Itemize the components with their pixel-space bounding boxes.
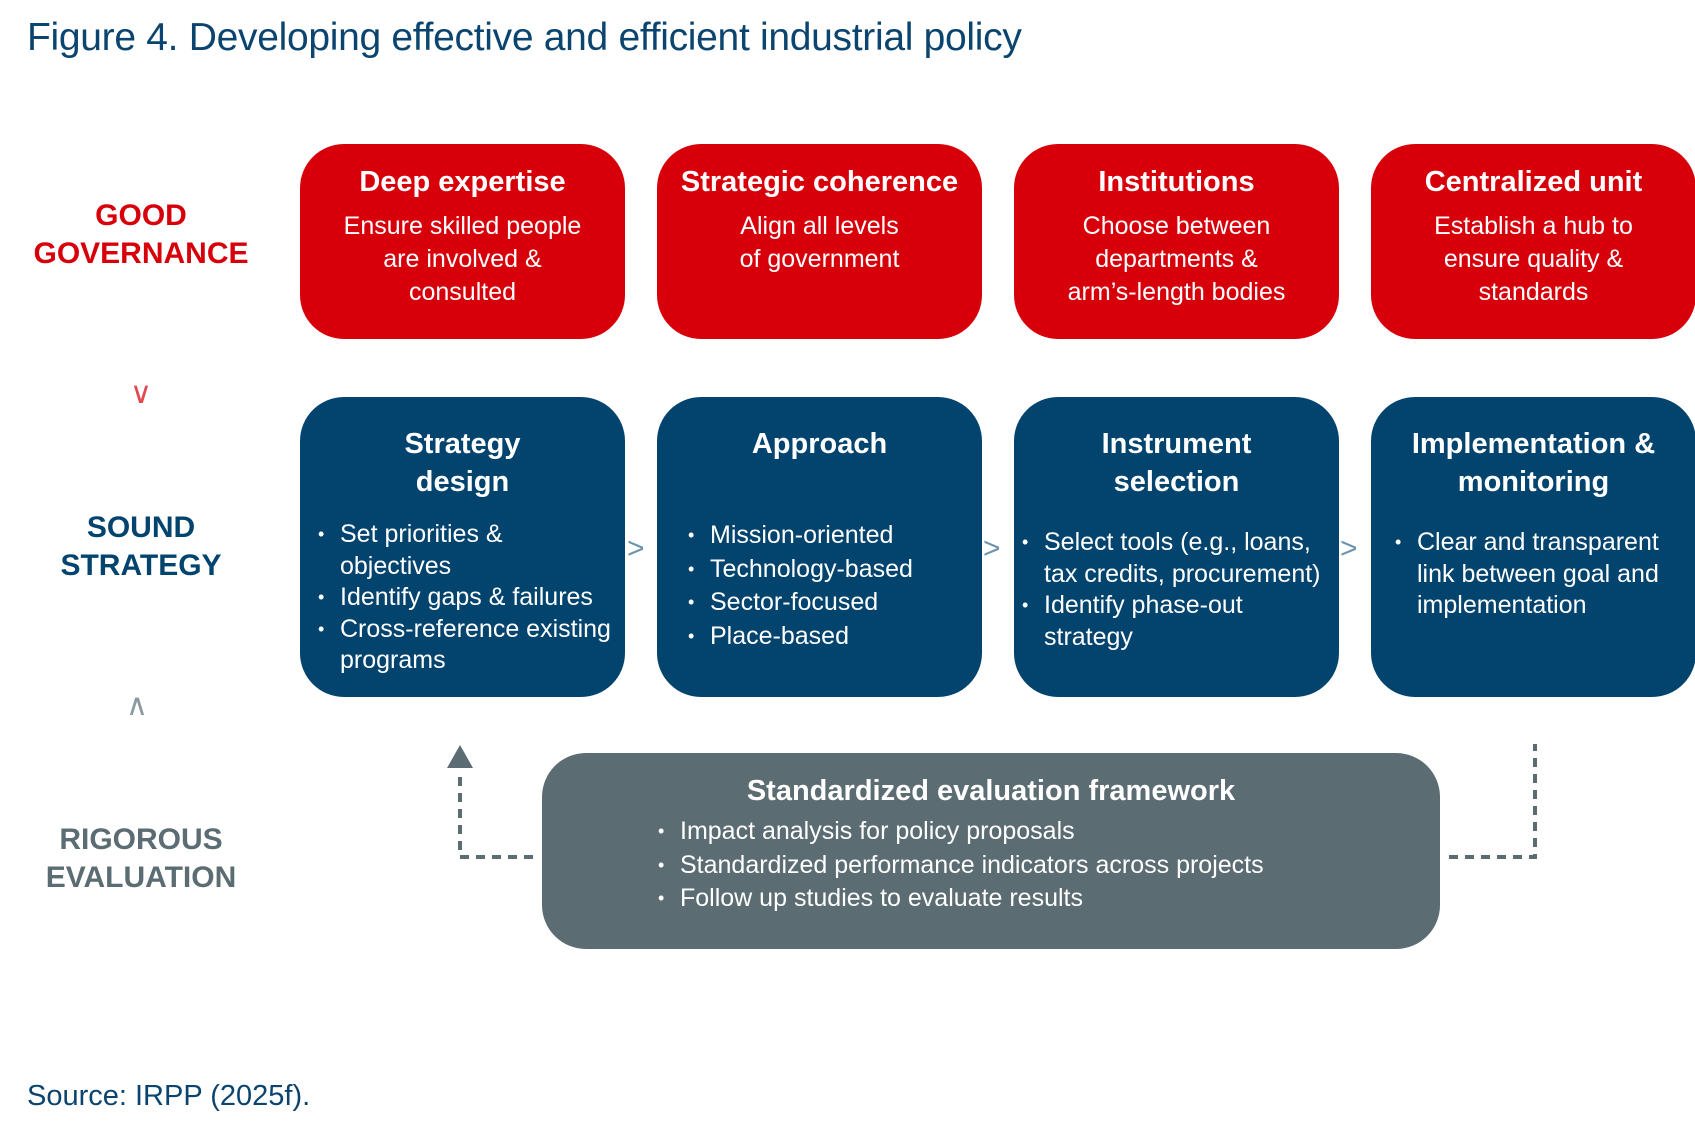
- row-label-good-governance: GOOD GOVERNANCE: [11, 197, 271, 273]
- box-title: Instrument: [1101, 428, 1252, 460]
- box-text: departments &: [1095, 245, 1258, 273]
- strategy-box-instrument-selection: Instrument selection Select tools (e.g., …: [1014, 397, 1339, 697]
- bullet-item: Identify phase-out strategy: [1022, 590, 1331, 653]
- source-note: Source: IRPP (2025f).: [27, 1080, 311, 1112]
- box-title: selection: [1113, 466, 1240, 498]
- box-title: Standardized evaluation framework: [746, 775, 1236, 807]
- chevron-down-icon: ∨: [130, 377, 152, 410]
- chevron-right-icon: >: [983, 532, 1001, 565]
- box-text: consulted: [408, 278, 517, 306]
- bullet-item: Impact analysis for policy proposals: [658, 815, 1440, 849]
- row-label-line: SOUND: [86, 511, 196, 544]
- bullet-item: Technology-based: [688, 553, 982, 587]
- box-text: ensure quality &: [1443, 245, 1624, 273]
- bullet-item: Identify gaps & failures: [318, 582, 611, 614]
- row-label-line: GOVERNANCE: [33, 237, 249, 270]
- bullet-item: Select tools (e.g., loans, tax credits, …: [1022, 527, 1331, 590]
- box-text: arm’s-length bodies: [1067, 278, 1286, 306]
- row-label-line: RIGOROUS: [59, 823, 223, 856]
- row-label-line: STRATEGY: [60, 549, 222, 582]
- bullet-item: Set priorities & objectives: [318, 519, 611, 582]
- box-text: are involved &: [383, 245, 542, 273]
- box-title: Institutions: [1098, 166, 1255, 198]
- box-text: Align all levels: [740, 212, 899, 240]
- box-title: Deep expertise: [359, 166, 566, 198]
- box-text: Choose between: [1082, 212, 1271, 240]
- dashed-connector-right: [1449, 744, 1537, 859]
- evaluation-box: Standardized evaluation framework Impact…: [542, 753, 1440, 949]
- governance-box-deep-expertise: Deep expertise Ensure skilled people are …: [300, 144, 625, 339]
- bullet-item: Place-based: [688, 620, 982, 654]
- box-text: standards: [1478, 278, 1589, 306]
- box-title: monitoring: [1457, 466, 1610, 498]
- row-label-rigorous-evaluation: RIGOROUS EVALUATION: [11, 821, 271, 897]
- strategy-box-approach: Approach Mission-oriented Technology-bas…: [657, 397, 982, 697]
- bullet-item: Standardized performance indicators acro…: [658, 849, 1440, 883]
- box-title: Strategy: [404, 428, 521, 460]
- box-text: of government: [739, 245, 900, 273]
- chevron-right-icon: >: [627, 532, 645, 565]
- governance-box-institutions: Institutions Choose between departments &…: [1014, 144, 1339, 339]
- figure-title: Figure 4. Developing effective and effic…: [27, 16, 1022, 59]
- box-title: Centralized unit: [1424, 166, 1643, 198]
- box-text: Ensure skilled people: [343, 212, 582, 240]
- bullet-item: Mission-oriented: [688, 519, 982, 553]
- row-label-line: GOOD: [95, 199, 187, 232]
- box-title: Approach: [751, 428, 888, 460]
- box-title: Strategic coherence: [680, 166, 959, 198]
- box-title: Implementation &: [1411, 428, 1656, 460]
- governance-box-strategic-coherence: Strategic coherence Align all levels of g…: [657, 144, 982, 339]
- box-title: design: [415, 466, 510, 498]
- chevron-up-icon: ∧: [126, 689, 148, 722]
- strategy-box-strategy-design: Strategy design Set priorities & objectiv…: [300, 397, 625, 697]
- bullet-item: Clear and transparent link between goal …: [1395, 527, 1680, 622]
- box-text: Establish a hub to: [1434, 212, 1633, 240]
- chevron-right-icon: >: [1340, 532, 1358, 565]
- bullet-item: Sector-focused: [688, 586, 982, 620]
- bullet-item: Cross-reference existing programs: [318, 614, 611, 677]
- strategy-box-implementation-monitoring: Implementation & monitoring Clear and tra…: [1371, 397, 1695, 697]
- governance-box-centralized-unit: Centralized unit Establish a hub to ensur…: [1371, 144, 1695, 339]
- row-label-line: EVALUATION: [45, 861, 237, 894]
- dashed-connector-left: [458, 772, 533, 859]
- bullet-item: Follow up studies to evaluate results: [658, 882, 1440, 916]
- row-label-sound-strategy: SOUND STRATEGY: [11, 509, 271, 585]
- arrow-up-icon: [447, 745, 473, 768]
